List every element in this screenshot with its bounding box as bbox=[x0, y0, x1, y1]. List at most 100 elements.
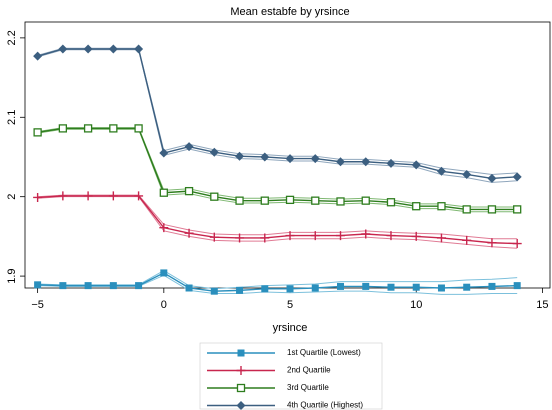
marker bbox=[513, 282, 521, 290]
marker bbox=[109, 124, 118, 133]
x-tick-label: −5 bbox=[31, 299, 44, 311]
marker bbox=[33, 51, 43, 61]
marker bbox=[210, 287, 218, 295]
legend-label: 3rd Quartile bbox=[287, 383, 329, 392]
legend-box bbox=[199, 342, 383, 410]
marker bbox=[310, 231, 320, 241]
y-tick-label: 2.1 bbox=[6, 110, 18, 125]
marker bbox=[285, 231, 295, 241]
marker bbox=[462, 169, 472, 179]
marker bbox=[487, 173, 497, 183]
marker bbox=[487, 238, 497, 248]
x-axis-label: yrsince bbox=[273, 322, 308, 334]
marker bbox=[336, 157, 346, 167]
marker bbox=[159, 188, 168, 197]
marker bbox=[184, 186, 194, 196]
ci-lower bbox=[37, 274, 518, 295]
y-tick-label: 1.9 bbox=[6, 268, 18, 283]
marker bbox=[463, 283, 471, 291]
marker bbox=[361, 157, 371, 167]
marker bbox=[83, 191, 93, 201]
marker bbox=[236, 286, 244, 294]
marker bbox=[436, 233, 446, 243]
marker bbox=[412, 283, 420, 291]
marker bbox=[411, 231, 421, 241]
marker bbox=[135, 282, 143, 290]
marker bbox=[285, 195, 295, 205]
ci-lower bbox=[37, 49, 518, 183]
marker bbox=[83, 44, 93, 54]
marker bbox=[84, 282, 92, 290]
marker bbox=[59, 282, 67, 290]
marker bbox=[361, 196, 370, 205]
marker bbox=[209, 147, 219, 157]
x-tick-label: 5 bbox=[287, 299, 293, 311]
y-tick-label: 2.2 bbox=[6, 30, 18, 45]
marker bbox=[185, 284, 193, 292]
marker bbox=[235, 151, 245, 161]
marker bbox=[210, 192, 219, 201]
x-tick-label: 10 bbox=[410, 299, 422, 311]
marker bbox=[337, 282, 345, 290]
marker bbox=[437, 202, 446, 211]
marker bbox=[83, 124, 93, 133]
marker bbox=[33, 128, 42, 137]
marker bbox=[336, 231, 346, 241]
marker bbox=[109, 282, 117, 290]
marker bbox=[386, 198, 396, 207]
marker bbox=[512, 239, 522, 249]
marker bbox=[411, 160, 421, 170]
marker bbox=[184, 228, 194, 238]
legend-label: 4th Quartile (Highest) bbox=[287, 401, 363, 410]
ci-upper bbox=[37, 127, 518, 208]
marker bbox=[387, 283, 395, 291]
marker bbox=[108, 44, 118, 54]
ci-upper bbox=[37, 47, 518, 175]
marker bbox=[285, 154, 295, 164]
marker bbox=[160, 269, 168, 277]
marker bbox=[260, 233, 270, 243]
series-line bbox=[37, 127, 518, 211]
marker bbox=[236, 366, 246, 375]
marker bbox=[260, 196, 269, 205]
marker bbox=[362, 282, 370, 290]
marker bbox=[462, 235, 472, 245]
marker bbox=[58, 124, 68, 133]
marker bbox=[412, 202, 421, 211]
marker bbox=[134, 44, 144, 54]
marker bbox=[310, 154, 320, 164]
marker bbox=[361, 229, 371, 239]
marker bbox=[134, 191, 144, 201]
legend-label: 2nd Quartile bbox=[287, 366, 331, 375]
marker bbox=[513, 205, 522, 214]
x-tick-label: 0 bbox=[161, 299, 167, 311]
marker bbox=[159, 223, 169, 233]
marker bbox=[261, 285, 269, 293]
marker bbox=[437, 284, 445, 292]
marker bbox=[436, 166, 446, 176]
marker bbox=[512, 172, 522, 182]
marker bbox=[311, 196, 320, 205]
series-line bbox=[37, 272, 518, 292]
marker bbox=[33, 192, 43, 202]
marker bbox=[237, 349, 245, 357]
ci-lower bbox=[37, 128, 518, 213]
marker bbox=[336, 197, 345, 206]
marker bbox=[235, 196, 244, 205]
marker bbox=[235, 233, 245, 243]
marker bbox=[487, 205, 497, 214]
marker bbox=[236, 383, 246, 393]
marker bbox=[260, 152, 270, 162]
marker bbox=[386, 231, 396, 241]
x-tick-label: 15 bbox=[536, 299, 548, 311]
marker bbox=[184, 142, 194, 152]
marker bbox=[236, 401, 246, 410]
ci-upper bbox=[37, 194, 518, 240]
marker bbox=[134, 124, 143, 133]
ci-upper bbox=[37, 269, 518, 290]
marker bbox=[58, 44, 68, 54]
ci-lower bbox=[37, 196, 518, 249]
chart-title: Mean estabfe by yrsince bbox=[230, 6, 349, 18]
